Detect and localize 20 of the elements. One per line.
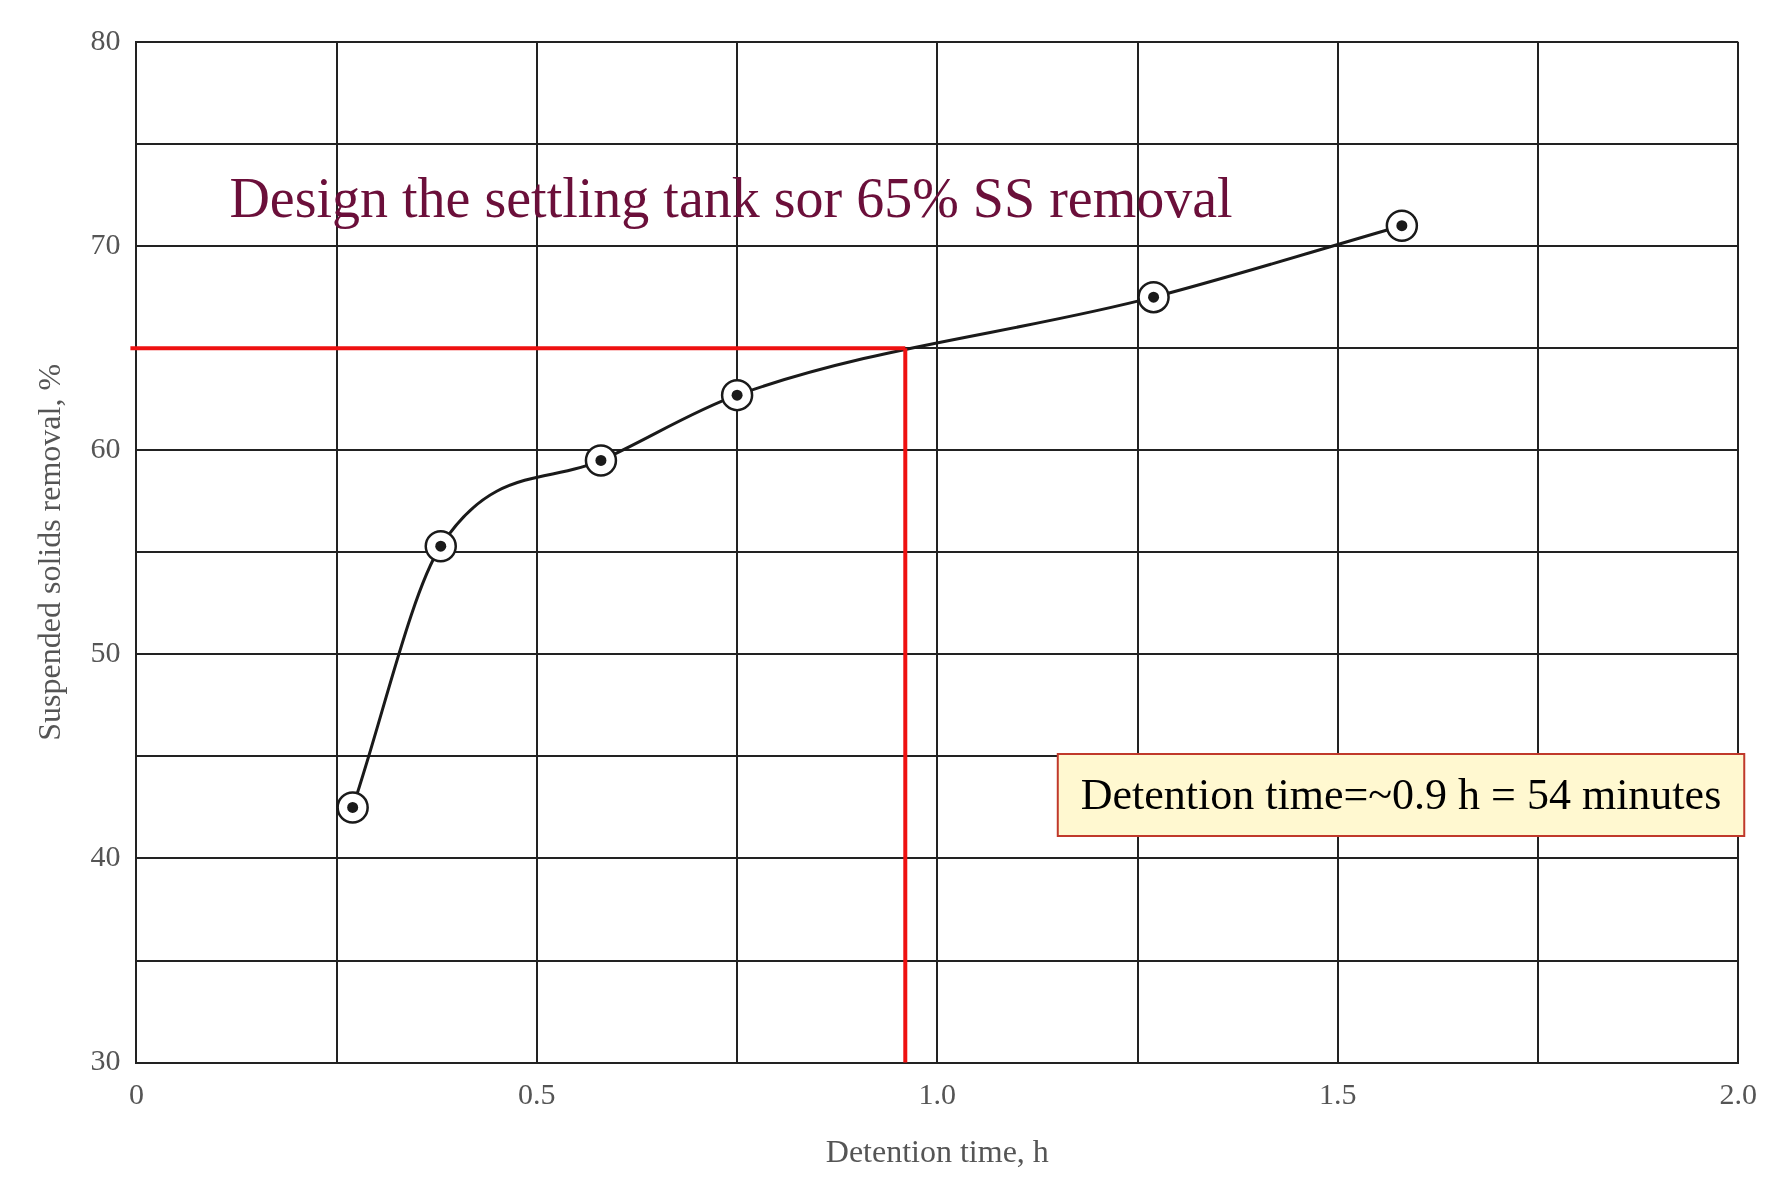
- point: [584, 444, 618, 477]
- point: [424, 529, 457, 563]
- point: [1137, 280, 1170, 314]
- point: [720, 378, 754, 412]
- y-tick-label: 30: [90, 1043, 121, 1077]
- x-axis-title: Detention time, h: [825, 1133, 1049, 1170]
- x-tick-label: 2.0: [1719, 1077, 1757, 1111]
- x-tick-label: 1.0: [918, 1077, 957, 1111]
- y-tick-label: 60: [90, 431, 121, 465]
- x-tick-label: 0: [128, 1077, 144, 1111]
- y-tick-label: 40: [90, 839, 121, 873]
- y-axis-title: Suspended solids removal, %: [30, 363, 67, 741]
- point: [336, 791, 369, 824]
- point: [1385, 209, 1419, 242]
- y-tick-label: 70: [90, 226, 121, 260]
- annotation: Detention time=~0.9 h = 54 minutes: [1080, 769, 1722, 819]
- x-tick-label: 0.5: [518, 1077, 556, 1111]
- y-tick-label: 80: [90, 22, 121, 56]
- y-tick-label: 50: [90, 635, 121, 669]
- x-tick-label: 1.5: [1319, 1077, 1357, 1111]
